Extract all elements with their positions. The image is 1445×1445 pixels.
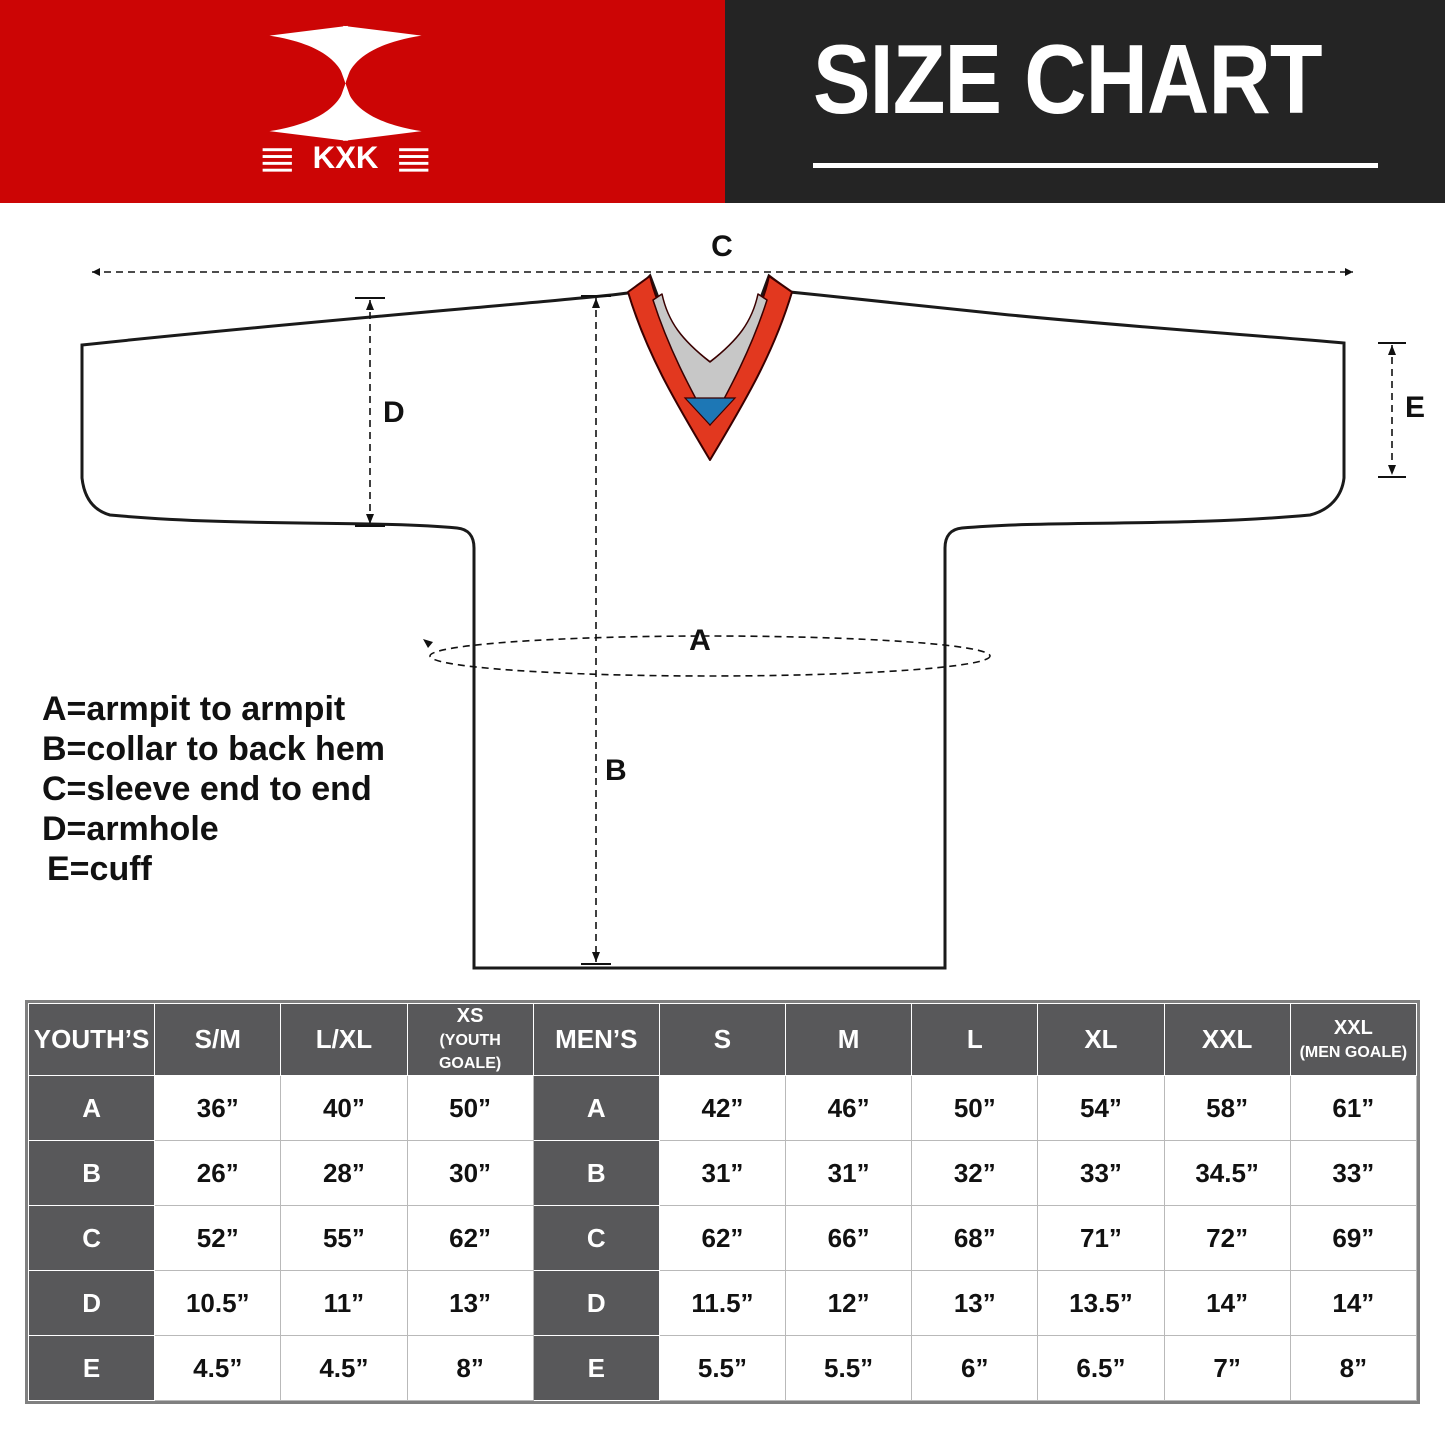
svg-text:A=armpit to armpit: A=armpit to armpit [42,690,345,728]
svg-text:D: D [383,396,405,429]
svg-text:B=collar to back hem: B=collar to back hem [42,730,385,768]
svg-text:KXK: KXK [313,140,379,175]
svg-text:E: E [1405,391,1425,424]
svg-text:C=sleeve end to end: C=sleeve end to end [42,770,372,808]
svg-text:E=cuff: E=cuff [47,850,153,888]
svg-text:B: B [605,754,627,787]
svg-text:C: C [711,232,733,263]
svg-text:D=armhole: D=armhole [42,810,219,848]
svg-text:A: A [689,624,711,657]
